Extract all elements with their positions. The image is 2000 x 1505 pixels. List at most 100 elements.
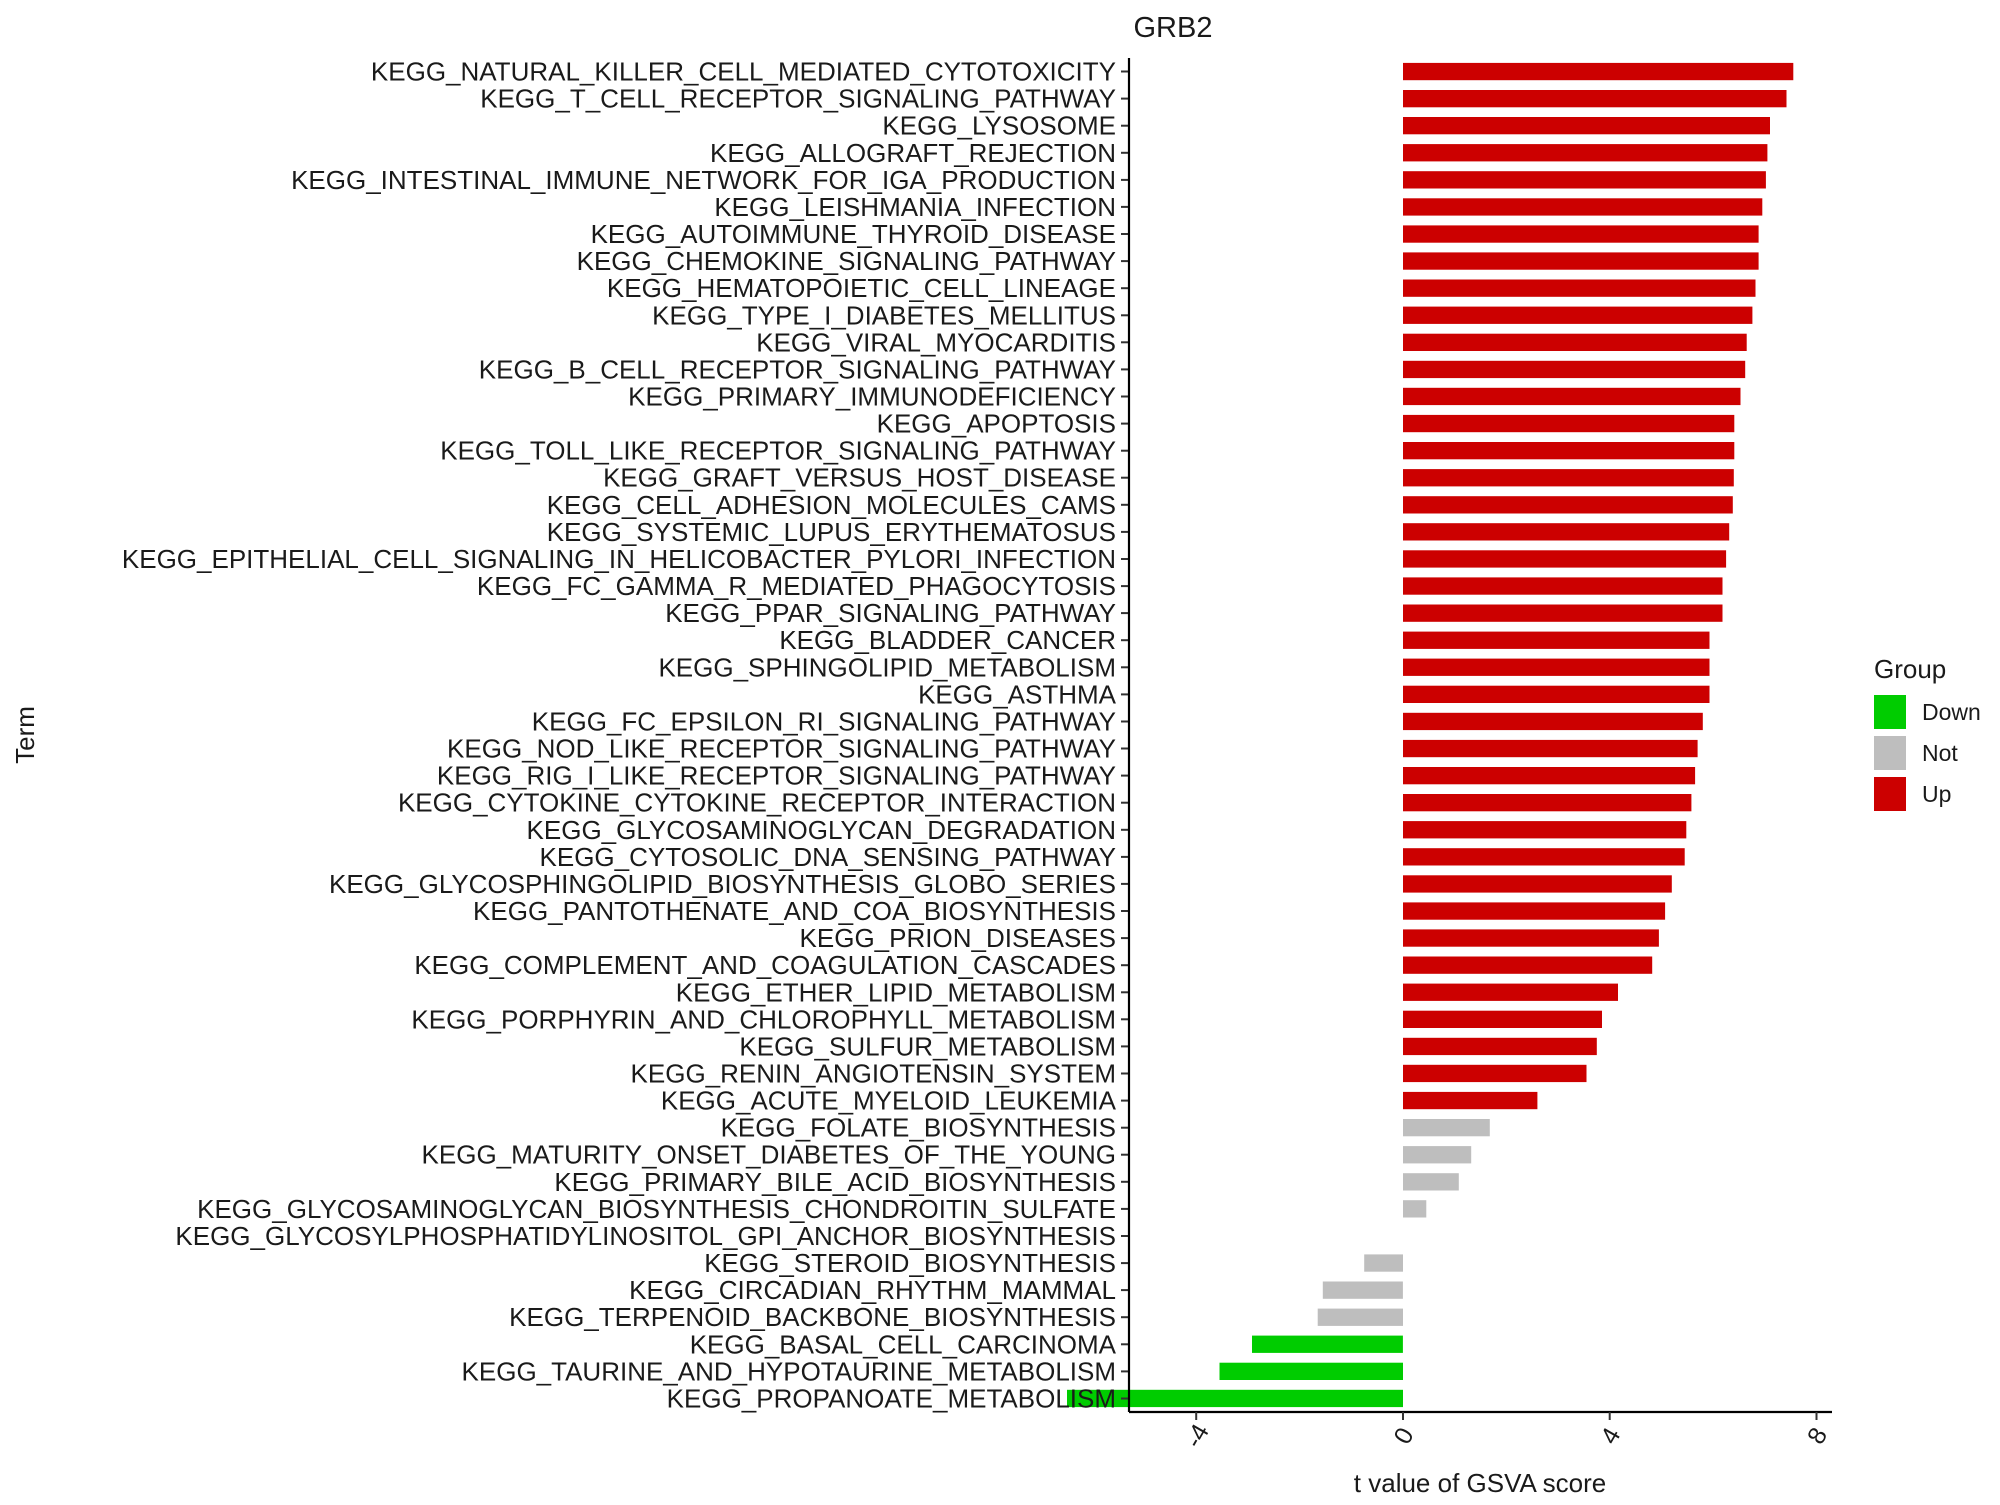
y-tick-labels: KEGG_NATURAL_KILLER_CELL_MEDIATED_CYTOTO…: [122, 57, 1129, 1414]
bar-up: [1403, 306, 1753, 324]
bar-not: [1403, 1119, 1490, 1137]
bar-up: [1403, 739, 1698, 758]
term-label: KEGG_LEISHMANIA_INFECTION: [714, 192, 1116, 222]
bar-up: [1403, 875, 1672, 893]
term-label: KEGG_BLADDER_CANCER: [779, 625, 1116, 655]
term-label: KEGG_NATURAL_KILLER_CELL_MEDIATED_CYTOTO…: [371, 57, 1116, 87]
bar-up: [1403, 550, 1727, 568]
term-label: KEGG_GLYCOSAMINOGLYCAN_DEGRADATION: [527, 815, 1116, 845]
legend-key-down: [1874, 695, 1906, 729]
term-label: KEGG_PRION_DISEASES: [800, 923, 1116, 953]
bar-up: [1403, 1091, 1538, 1110]
bar-up: [1403, 414, 1735, 433]
bar-down: [1219, 1362, 1403, 1380]
term-label: KEGG_AUTOIMMUNE_THYROID_DISEASE: [591, 219, 1116, 249]
term-label: KEGG_T_CELL_RECEPTOR_SIGNALING_PATHWAY: [480, 84, 1116, 114]
bar-up: [1403, 1010, 1602, 1028]
term-label: KEGG_TOLL_LIKE_RECEPTOR_SIGNALING_PATHWA…: [440, 436, 1116, 466]
x-tick-label: 0: [1388, 1423, 1419, 1449]
term-label: KEGG_ETHER_LIPID_METABOLISM: [676, 977, 1116, 1007]
chart-title: GRB2: [1134, 12, 1213, 44]
bar-up: [1403, 496, 1733, 514]
bars-layer: [1067, 62, 1794, 1408]
term-label: KEGG_GLYCOSAMINOGLYCAN_BIOSYNTHESIS_CHON…: [197, 1194, 1116, 1224]
bar-up: [1403, 198, 1763, 216]
term-label: KEGG_ACUTE_MYELOID_LEUKEMIA: [661, 1086, 1117, 1116]
term-label: KEGG_TERPENOID_BACKBONE_BIOSYNTHESIS: [509, 1302, 1116, 1332]
bar-up: [1403, 62, 1794, 81]
bar-up: [1403, 983, 1618, 1001]
term-label: KEGG_PROPANOATE_METABOLISM: [667, 1384, 1116, 1414]
term-label: KEGG_SPHINGOLIPID_METABOLISM: [658, 652, 1116, 682]
term-label: KEGG_COMPLEMENT_AND_COAGULATION_CASCADES: [414, 950, 1116, 980]
bar-up: [1403, 902, 1666, 920]
bar-not: [1403, 1173, 1459, 1191]
term-label: KEGG_NOD_LIKE_RECEPTOR_SIGNALING_PATHWAY: [447, 734, 1116, 764]
term-label: KEGG_FC_GAMMA_R_MEDIATED_PHAGOCYTOSIS: [477, 571, 1116, 601]
legend-key-not: [1874, 736, 1906, 770]
term-label: KEGG_PRIMARY_IMMUNODEFICIENCY: [628, 382, 1116, 412]
bar-up: [1403, 333, 1747, 351]
legend-label: Up: [1922, 781, 1951, 807]
term-label: KEGG_ALLOGRAFT_REJECTION: [710, 138, 1116, 168]
term-label: KEGG_TYPE_I_DIABETES_MELLITUS: [652, 300, 1116, 330]
term-label: KEGG_CYTOSOLIC_DNA_SENSING_PATHWAY: [540, 842, 1116, 872]
term-label: KEGG_CHEMOKINE_SIGNALING_PATHWAY: [577, 246, 1116, 276]
term-label: KEGG_ASTHMA: [918, 679, 1117, 709]
x-tick-label: 4: [1595, 1423, 1626, 1449]
term-label: KEGG_FC_EPSILON_RI_SIGNALING_PATHWAY: [532, 707, 1116, 737]
legend-key-up: [1874, 777, 1906, 811]
term-label: KEGG_INTESTINAL_IMMUNE_NETWORK_FOR_IGA_P…: [291, 165, 1116, 195]
term-label: KEGG_CELL_ADHESION_MOLECULES_CAMS: [547, 490, 1116, 520]
term-label: KEGG_CIRCADIAN_RHYTHM_MAMMAL: [629, 1275, 1116, 1305]
bar-up: [1403, 171, 1766, 189]
bar-not: [1322, 1281, 1403, 1299]
bar-up: [1403, 956, 1653, 974]
bar-up: [1403, 252, 1759, 270]
term-label: KEGG_PORPHYRIN_AND_CHLOROPHYLL_METABOLIS…: [411, 1004, 1116, 1034]
bar-not: [1317, 1308, 1403, 1326]
bar-up: [1403, 90, 1787, 108]
bar-not: [1403, 1146, 1472, 1164]
term-label: KEGG_GLYCOSYLPHOSPHATIDYLINOSITOL_GPI_AN…: [175, 1221, 1116, 1251]
bar-up: [1403, 442, 1735, 460]
term-label: KEGG_GLYCOSPHINGOLIPID_BIOSYNTHESIS_GLOB…: [329, 869, 1116, 899]
term-label: KEGG_BASAL_CELL_CARCINOMA: [690, 1329, 1117, 1359]
bar-up: [1403, 821, 1687, 839]
term-label: KEGG_SULFUR_METABOLISM: [739, 1031, 1116, 1061]
bar-up: [1403, 794, 1692, 812]
bar-up: [1403, 279, 1756, 297]
term-label: KEGG_RENIN_ANGIOTENSIN_SYSTEM: [631, 1059, 1116, 1089]
bar-up: [1403, 1037, 1597, 1056]
axes-layer: -4 0 4 8: [1127, 58, 1833, 1453]
term-label: KEGG_STEROID_BIOSYNTHESIS: [704, 1248, 1116, 1278]
term-label: KEGG_PRIMARY_BILE_ACID_BIOSYNTHESIS: [554, 1167, 1116, 1197]
term-label: KEGG_APOPTOSIS: [877, 409, 1116, 439]
bar-up: [1403, 631, 1710, 649]
bar-up: [1403, 144, 1768, 162]
y-axis-title: Term: [10, 706, 40, 764]
bar-not: [1403, 1200, 1427, 1218]
x-axis-title: t value of GSVA score: [1354, 1468, 1606, 1498]
bar-down: [1067, 1389, 1403, 1408]
bar-up: [1403, 685, 1710, 703]
term-label: KEGG_HEMATOPOIETIC_CELL_LINEAGE: [607, 273, 1116, 303]
bar-up: [1403, 360, 1746, 379]
bar-up: [1403, 712, 1703, 731]
legend: Group Down Not Up: [1874, 654, 1981, 811]
term-label: KEGG_MATURITY_ONSET_DIABETES_OF_THE_YOUN…: [422, 1140, 1116, 1170]
bar-up: [1403, 767, 1696, 785]
bar-up: [1403, 523, 1730, 541]
term-label: KEGG_SYSTEMIC_LUPUS_ERYTHEMATOSUS: [547, 517, 1116, 547]
bar-up: [1403, 1064, 1587, 1083]
bar-up: [1403, 387, 1741, 406]
term-label: KEGG_VIRAL_MYOCARDITIS: [756, 327, 1116, 357]
legend-title: Group: [1874, 654, 1946, 684]
bar-up: [1403, 848, 1685, 866]
legend-label: Not: [1922, 740, 1958, 766]
term-label: KEGG_TAURINE_AND_HYPOTAURINE_METABOLISM: [462, 1356, 1116, 1386]
term-label: KEGG_PANTOTHENATE_AND_COA_BIOSYNTHESIS: [473, 896, 1116, 926]
term-label: KEGG_LYSOSOME: [882, 111, 1116, 141]
term-label: KEGG_GRAFT_VERSUS_HOST_DISEASE: [603, 463, 1116, 493]
